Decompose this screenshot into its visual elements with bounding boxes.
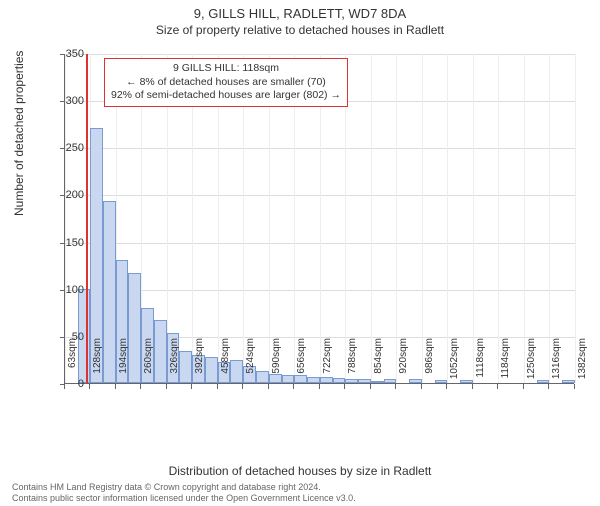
y-axis-label: Number of detached properties: [12, 51, 26, 216]
xtick-mark: [421, 384, 422, 389]
gridline-v: [524, 54, 525, 383]
xtick-mark: [115, 384, 116, 389]
histogram-bar: [562, 380, 575, 383]
xtick-label: 260sqm: [143, 338, 154, 388]
histogram-bar: [460, 380, 473, 383]
histogram-bar: [435, 380, 448, 383]
xtick-label: 656sqm: [296, 338, 307, 388]
annotation-line-2: ← 8% of detached houses are smaller (70): [111, 76, 341, 90]
histogram-bar: [358, 379, 371, 383]
footer-line-2: Contains public sector information licen…: [12, 493, 356, 504]
histogram-bar: [409, 379, 422, 383]
xtick-mark: [523, 384, 524, 389]
xtick-mark: [293, 384, 294, 389]
xtick-mark: [191, 384, 192, 389]
xtick-label: 788sqm: [347, 338, 358, 388]
xtick-label: 458sqm: [220, 338, 231, 388]
xtick-label: 392sqm: [194, 338, 205, 388]
xtick-label: 1382sqm: [577, 338, 588, 388]
ytick-label: 0: [44, 378, 84, 390]
xtick-mark: [268, 384, 269, 389]
xtick-label: 854sqm: [373, 338, 384, 388]
xtick-mark: [497, 384, 498, 389]
ytick-label: 350: [44, 48, 84, 60]
histogram-bar: [307, 377, 320, 383]
ytick-label: 150: [44, 237, 84, 249]
xtick-mark: [242, 384, 243, 389]
xtick-mark: [446, 384, 447, 389]
histogram-bar: [333, 378, 346, 383]
xtick-mark: [319, 384, 320, 389]
xtick-mark: [89, 384, 90, 389]
xtick-label: 920sqm: [398, 338, 409, 388]
ytick-label: 250: [44, 142, 84, 154]
gridline-v: [422, 54, 423, 383]
xtick-mark: [548, 384, 549, 389]
histogram-bar: [128, 273, 141, 383]
histogram-bar: [537, 380, 550, 383]
ytick-label: 300: [44, 95, 84, 107]
footer-attribution: Contains HM Land Registry data © Crown c…: [12, 482, 356, 504]
xtick-label: 128sqm: [92, 338, 103, 388]
gridline-v: [371, 54, 372, 383]
gridline-v: [447, 54, 448, 383]
xtick-mark: [217, 384, 218, 389]
xtick-label: 194sqm: [118, 338, 129, 388]
xtick-label: 590sqm: [271, 338, 282, 388]
xtick-label: 1052sqm: [449, 338, 460, 388]
histogram-bar: [103, 201, 116, 383]
x-axis-label: Distribution of detached houses by size …: [0, 464, 600, 478]
ytick-label: 100: [44, 284, 84, 296]
xtick-mark: [166, 384, 167, 389]
reference-annotation: 9 GILLS HILL: 118sqm ← 8% of detached ho…: [104, 58, 348, 107]
xtick-mark: [370, 384, 371, 389]
reference-line: [86, 54, 88, 383]
histogram-bar: [282, 375, 295, 383]
histogram-bar: [205, 357, 218, 383]
histogram-bar: [256, 371, 269, 383]
xtick-mark: [472, 384, 473, 389]
xtick-mark: [395, 384, 396, 389]
xtick-label: 986sqm: [424, 338, 435, 388]
xtick-label: 524sqm: [245, 338, 256, 388]
histogram-bar: [230, 360, 243, 383]
xtick-label: 1316sqm: [551, 338, 562, 388]
histogram-bar: [179, 351, 192, 383]
ytick-label: 50: [44, 331, 84, 343]
xtick-mark: [344, 384, 345, 389]
histogram-bar: [154, 320, 167, 383]
annotation-line-1: 9 GILLS HILL: 118sqm: [111, 62, 341, 76]
gridline-v: [473, 54, 474, 383]
gridline-v: [498, 54, 499, 383]
annotation-line-3: 92% of semi-detached houses are larger (…: [111, 89, 341, 103]
gridline-v: [396, 54, 397, 383]
chart-title: 9, GILLS HILL, RADLETT, WD7 8DA: [0, 6, 600, 21]
xtick-label: 1118sqm: [475, 338, 486, 388]
xtick-label: 326sqm: [169, 338, 180, 388]
xtick-mark: [140, 384, 141, 389]
xtick-label: 1250sqm: [526, 338, 537, 388]
chart-subtitle: Size of property relative to detached ho…: [0, 23, 600, 37]
ytick-label: 200: [44, 189, 84, 201]
chart-area: 9 GILLS HILL: 118sqm ← 8% of detached ho…: [64, 54, 574, 414]
xtick-label: 722sqm: [322, 338, 333, 388]
gridline-v: [575, 54, 576, 383]
gridline-v: [549, 54, 550, 383]
xtick-label: 1184sqm: [500, 338, 511, 388]
xtick-mark: [574, 384, 575, 389]
footer-line-1: Contains HM Land Registry data © Crown c…: [12, 482, 356, 493]
histogram-bar: [384, 379, 397, 383]
